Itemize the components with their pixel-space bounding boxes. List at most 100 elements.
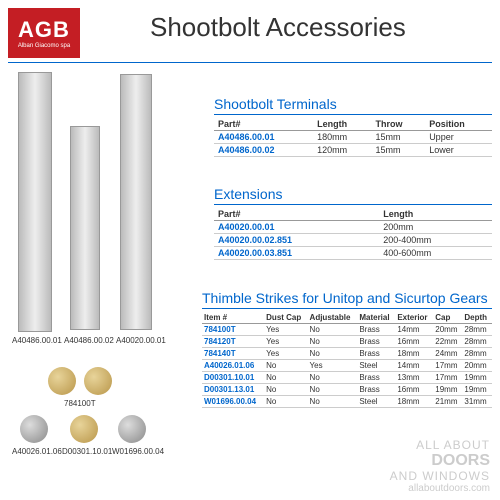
cell: Yes [264, 336, 307, 348]
cell: 784140T [202, 348, 264, 360]
cell: 120mm [313, 144, 371, 157]
table-row: W01696.00.04NoNoSteel18mm21mm31mm [202, 396, 492, 408]
cell: Steel [357, 360, 395, 372]
section-title: Thimble Strikes for Unitop and Sicurtop … [202, 290, 492, 306]
col-header: Length [313, 118, 371, 131]
cell: 18mm [395, 396, 433, 408]
cell: 20mm [462, 360, 492, 372]
col-header: Part# [214, 208, 379, 221]
cell: 19mm [462, 372, 492, 384]
cell: No [308, 384, 358, 396]
thimbles-table: Item #Dust CapAdjustableMaterialExterior… [202, 312, 492, 408]
table-row: 784140TYesNoBrass18mm24mm28mm [202, 348, 492, 360]
watermark: ALL ABOUT DOORS AND WINDOWS allaboutdoor… [390, 439, 490, 494]
thimble-icon [48, 367, 76, 395]
cell: 15mm [371, 131, 425, 144]
col-header: Position [425, 118, 492, 131]
product-images: A40486.00.01 A40486.00.02 A40020.00.01 7… [12, 72, 204, 402]
cell: 200-400mm [379, 234, 492, 247]
table-row: D00301.10.01NoNoBrass13mm17mm19mm [202, 372, 492, 384]
thimble-icon [70, 415, 98, 443]
terminals-section: Shootbolt Terminals Part#LengthThrowPosi… [214, 96, 492, 157]
cell: A40486.00.02 [214, 144, 313, 157]
cell: Upper [425, 131, 492, 144]
cell: No [264, 396, 307, 408]
extensions-section: Extensions Part#LengthA40020.00.01200mmA… [214, 186, 492, 260]
col-header: Item # [202, 312, 264, 324]
col-header: Length [379, 208, 492, 221]
thimble-icon [118, 415, 146, 443]
cell: 200mm [379, 221, 492, 234]
cell: No [308, 372, 358, 384]
col-header: Material [357, 312, 395, 324]
page-title: Shootbolt Accessories [150, 12, 406, 43]
thimble-label: 784100T [64, 399, 96, 408]
cell: Brass [357, 372, 395, 384]
cell: 17mm [433, 372, 462, 384]
cell: 16mm [395, 336, 433, 348]
cell: No [308, 324, 358, 336]
cell: 21mm [433, 396, 462, 408]
cell: D00301.13.01 [202, 384, 264, 396]
cell: No [308, 336, 358, 348]
cell: 20mm [433, 324, 462, 336]
cell: No [264, 360, 307, 372]
col-header: Exterior [395, 312, 433, 324]
section-title: Shootbolt Terminals [214, 96, 492, 112]
cell: 400-600mm [379, 247, 492, 260]
cell: 18mm [395, 348, 433, 360]
brand-logo: AGB Alban Giacomo spa [8, 8, 80, 58]
thimble-label: A40026.01.06 [12, 447, 62, 456]
cell: 31mm [462, 396, 492, 408]
table-row: D00301.13.01NoNoBrass16mm19mm19mm [202, 384, 492, 396]
product-label: A40020.00.01 [116, 336, 166, 345]
table-row: 784120TYesNoBrass16mm22mm28mm [202, 336, 492, 348]
cell: No [264, 384, 307, 396]
cell: Yes [308, 360, 358, 372]
cell: 19mm [462, 384, 492, 396]
cell: Brass [357, 348, 395, 360]
cell: 180mm [313, 131, 371, 144]
cell: Steel [357, 396, 395, 408]
cell: No [264, 372, 307, 384]
shootbolt-image-3 [120, 74, 152, 330]
thimble-icon [84, 367, 112, 395]
cell: 16mm [395, 384, 433, 396]
cell: Lower [425, 144, 492, 157]
cell: 14mm [395, 360, 433, 372]
terminals-table: Part#LengthThrowPositionA40486.00.01180m… [214, 118, 492, 157]
cell: A40026.01.06 [202, 360, 264, 372]
cell: Brass [357, 384, 395, 396]
cell: No [308, 348, 358, 360]
cell: 15mm [371, 144, 425, 157]
title-divider [8, 62, 492, 63]
thimble-label: D00301.10.01 [62, 447, 112, 456]
table-row: A40486.00.02120mm15mmLower [214, 144, 492, 157]
logo-text: AGB [18, 17, 70, 43]
cell: 784120T [202, 336, 264, 348]
section-title: Extensions [214, 186, 492, 202]
watermark-line: ALL ABOUT [390, 439, 490, 452]
cell: Brass [357, 324, 395, 336]
shootbolt-image-2 [70, 126, 100, 330]
watermark-line: AND WINDOWS [390, 470, 490, 483]
watermark-line: DOORS [390, 452, 490, 470]
watermark-url: allaboutdoors.com [390, 483, 490, 494]
cell: 22mm [433, 336, 462, 348]
cell: 28mm [462, 348, 492, 360]
section-divider [214, 204, 492, 205]
cell: D00301.10.01 [202, 372, 264, 384]
cell: A40020.00.03.851 [214, 247, 379, 260]
col-header: Cap [433, 312, 462, 324]
thimbles-section: Thimble Strikes for Unitop and Sicurtop … [202, 290, 492, 408]
thimble-label: W01696.00.04 [112, 447, 164, 456]
col-header: Adjustable [308, 312, 358, 324]
cell: 28mm [462, 336, 492, 348]
cell: No [308, 396, 358, 408]
table-row: A40020.00.01200mm [214, 221, 492, 234]
col-header: Part# [214, 118, 313, 131]
cell: A40020.00.01 [214, 221, 379, 234]
thimble-images: 784100T A40026.01.06 D00301.10.01 W01696… [12, 367, 204, 472]
section-divider [214, 114, 492, 115]
product-label: A40486.00.01 [12, 336, 62, 345]
